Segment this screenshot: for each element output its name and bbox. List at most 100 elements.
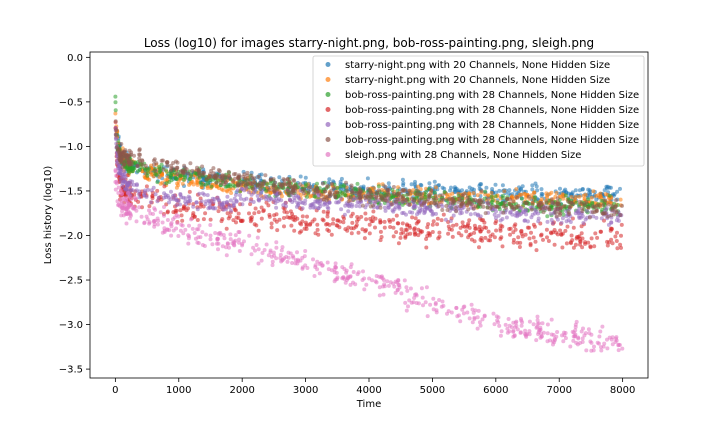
data-point [311, 257, 315, 262]
data-point [581, 221, 586, 225]
data-point [351, 280, 355, 285]
data-point [181, 231, 186, 236]
data-point [227, 245, 231, 250]
data-point [224, 200, 229, 205]
data-point [544, 200, 549, 205]
data-point [519, 318, 524, 323]
x-tick-label: 7000 [547, 385, 572, 396]
data-point [186, 233, 191, 238]
data-point [126, 169, 131, 173]
data-point [333, 265, 338, 270]
data-point [571, 338, 576, 343]
data-point [562, 203, 567, 208]
data-point [225, 194, 230, 199]
data-point [471, 198, 476, 203]
data-point [404, 212, 408, 217]
data-point [508, 232, 512, 237]
data-point [313, 263, 318, 268]
data-point [314, 187, 319, 191]
data-point [268, 248, 273, 253]
data-point [399, 231, 404, 236]
data-point [483, 189, 487, 194]
data-point [553, 210, 558, 215]
data-point [607, 193, 612, 198]
data-point [613, 234, 618, 239]
data-point [466, 207, 471, 212]
data-point [264, 242, 269, 247]
data-point [456, 231, 461, 236]
data-point [411, 188, 416, 193]
data-point [208, 233, 213, 238]
data-point [302, 191, 306, 196]
data-point [409, 196, 414, 201]
data-point [240, 202, 245, 207]
data-point [614, 239, 619, 243]
data-point [497, 323, 502, 328]
data-point [349, 231, 354, 236]
data-point [566, 218, 571, 223]
data-point [454, 209, 459, 214]
data-point [162, 205, 166, 209]
data-point [119, 196, 124, 201]
legend-label: starry-night.png with 20 Channels, None … [345, 60, 610, 71]
data-point [221, 204, 226, 209]
data-point [571, 225, 576, 230]
data-point [598, 329, 603, 334]
data-point [427, 231, 432, 236]
data-point [616, 218, 621, 223]
data-point [610, 335, 615, 340]
data-point [195, 240, 200, 245]
data-point [216, 231, 221, 236]
data-point [115, 199, 120, 204]
data-point [237, 240, 241, 245]
data-point [576, 209, 581, 214]
data-point [458, 319, 463, 324]
data-point [150, 193, 155, 198]
data-point [368, 204, 373, 209]
data-point [618, 186, 622, 191]
data-point [591, 214, 596, 219]
data-point [182, 163, 187, 168]
data-point [503, 205, 508, 210]
data-point [467, 185, 472, 190]
data-point [197, 223, 202, 228]
data-point [441, 197, 446, 202]
data-point [381, 292, 386, 297]
data-point [165, 210, 170, 215]
data-point [369, 194, 374, 199]
data-point [494, 228, 499, 233]
data-point [523, 328, 528, 333]
data-point [221, 174, 225, 179]
data-point [282, 224, 286, 229]
data-point [175, 198, 180, 203]
data-point [620, 346, 625, 351]
data-point [472, 187, 476, 192]
data-point [217, 202, 222, 207]
data-point [524, 201, 529, 206]
data-point [418, 209, 423, 213]
data-point [386, 205, 391, 210]
data-point [594, 197, 599, 202]
data-point [256, 247, 261, 252]
data-point [247, 211, 251, 216]
data-point [117, 152, 122, 157]
data-point [409, 300, 414, 305]
data-point [588, 339, 593, 344]
data-point [581, 193, 586, 198]
data-point [114, 145, 119, 150]
x-tick-label: 8000 [610, 385, 635, 396]
data-point [618, 242, 623, 247]
data-point [450, 234, 455, 239]
data-point [303, 249, 308, 253]
data-point [568, 200, 573, 205]
data-point [570, 216, 575, 221]
data-point [171, 161, 176, 165]
data-point [208, 217, 213, 222]
data-point [470, 307, 475, 312]
data-point [273, 180, 278, 185]
data-point [531, 322, 536, 327]
data-point [308, 222, 312, 227]
data-point [199, 202, 204, 207]
data-point [113, 119, 118, 124]
data-point [227, 203, 232, 208]
